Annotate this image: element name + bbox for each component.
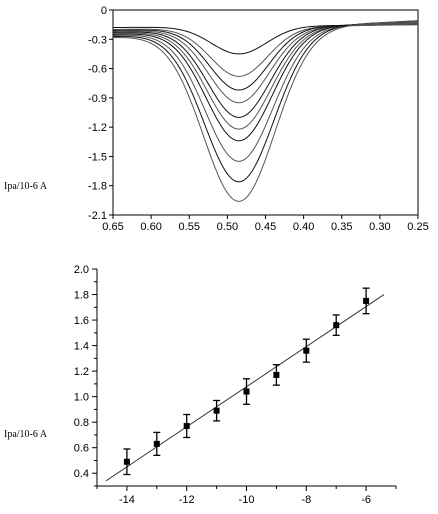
chart2-x-tick-label: -12 <box>179 494 195 506</box>
chart2-y-tick-label: 1.6 <box>74 315 89 327</box>
chart2-data-point <box>363 297 370 304</box>
chart1-y-tick-label: -2.1 <box>88 210 107 222</box>
chart2-data-point <box>333 322 340 329</box>
chart2-data-point <box>183 423 190 430</box>
chart1-x-tick-label: 0.60 <box>140 221 161 233</box>
chart1-x-tick-label: 0.25 <box>407 221 428 233</box>
chart1-curve <box>112 20 419 202</box>
chart2-y-tick-label: 0.8 <box>74 417 89 429</box>
chart2-y-tick-label: 2.0 <box>74 264 89 276</box>
chart2-data-point <box>213 407 220 414</box>
chart2-y-axis: 0.4 0.6 0.8 1.0 1.2 1.4 1.6 1.8 2.0 <box>74 264 97 487</box>
chart2-data-point <box>153 440 160 447</box>
chart2-x-tick-label: -10 <box>239 494 255 506</box>
chart1-x-axis: 0.65 0.60 0.55 0.50 0.45 0.40 0.35 0.30 0.25 <box>102 215 429 233</box>
chart2-fit-line <box>105 294 385 482</box>
chart2-y-tick-label: 1.8 <box>74 290 89 302</box>
chart1-curve <box>112 21 419 142</box>
chart2-data-point <box>243 388 250 395</box>
chart1-y-axis: 0 -0.3 -0.6 -0.9 -1.2 -1.5 -1.8 -2.1 <box>88 5 113 222</box>
chart1-curves <box>112 20 419 202</box>
chart1-y-tick-label: -1.5 <box>88 151 107 163</box>
chart2-y-tick-label: 1.0 <box>74 392 89 404</box>
voltammogram-chart: 0.65 0.60 0.55 0.50 0.45 0.40 0.35 0.30 0.25 0 -0… <box>4 5 429 233</box>
chart2-data-point <box>303 347 310 354</box>
chart1-y-tick-label: -1.8 <box>88 181 107 193</box>
chart2-y-tick-label: 0.6 <box>74 443 89 455</box>
chart2-data-point <box>273 371 280 378</box>
chart1-x-tick-label: 0.40 <box>293 221 314 233</box>
chart1-y-tick-label: -1.2 <box>88 122 107 134</box>
chart2-x-tick-label: -8 <box>301 494 311 506</box>
chart2-y-axis-label: Ipa/10-6 A <box>4 429 48 440</box>
chart1-x-tick-label: 0.35 <box>331 221 352 233</box>
chart1-curve <box>112 23 419 91</box>
chart1-y-tick-label: -0.6 <box>88 64 107 76</box>
chart1-x-tick-label: 0.45 <box>255 221 276 233</box>
chart1-x-tick-label: 0.55 <box>179 221 200 233</box>
chart2-x-tick-label: -14 <box>119 494 135 506</box>
chart1-curve <box>112 22 419 118</box>
chart2-fit <box>105 294 385 482</box>
chart2-x-tick-label: -6 <box>361 494 371 506</box>
chart1-y-tick-label: -0.3 <box>88 34 107 46</box>
chart1-y-tick-label: 0 <box>101 5 107 17</box>
chart1-curve <box>112 21 419 162</box>
chart1-x-tick-label: 0.65 <box>102 221 123 233</box>
chart2-y-tick-label: 1.4 <box>74 341 89 353</box>
chart1-curve <box>112 23 419 104</box>
calibration-chart: -14 -12 -10 -8 -6 0.4 0.6 0.8 1.0 1.2 1.4 1.6 1.8 2.… <box>4 264 397 506</box>
chart1-curve <box>112 20 419 183</box>
chart2-x-axis: -14 -12 -10 -8 -6 <box>96 486 397 506</box>
chart1-x-tick-label: 0.30 <box>369 221 390 233</box>
chart2-points <box>123 287 370 476</box>
chart1-y-axis-label: Ipa/10-6 A <box>4 181 48 192</box>
chart1-curve <box>112 24 419 55</box>
chart2-y-tick-label: 1.2 <box>74 366 89 378</box>
chart1-x-tick-label: 0.50 <box>217 221 238 233</box>
chart1-y-tick-label: -0.9 <box>88 93 107 105</box>
chart2-y-tick-label: 0.4 <box>74 468 89 480</box>
chart2-data-point <box>123 458 130 465</box>
